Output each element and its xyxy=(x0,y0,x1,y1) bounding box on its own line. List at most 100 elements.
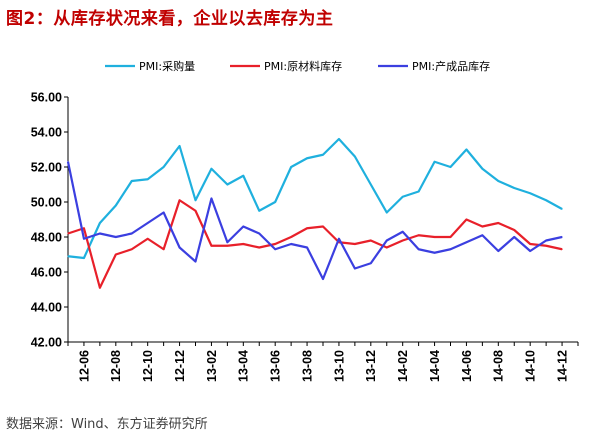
y-tick-label: 44.00 xyxy=(31,301,62,315)
data-point xyxy=(561,208,563,210)
data-point xyxy=(83,238,85,240)
data-point xyxy=(242,243,244,245)
y-tick-label: 52.00 xyxy=(31,161,62,175)
data-point xyxy=(481,168,483,170)
data-point xyxy=(322,154,324,156)
data-point xyxy=(513,187,515,189)
data-point xyxy=(274,248,276,250)
data-point xyxy=(354,267,356,270)
y-tick-label: 48.00 xyxy=(31,231,62,245)
x-tick-label: 14-02 xyxy=(396,350,410,382)
data-point xyxy=(386,239,388,242)
series-3 xyxy=(66,161,563,281)
x-tick-label: 14-12 xyxy=(555,350,569,382)
data-point xyxy=(67,255,69,257)
data-point xyxy=(274,243,276,245)
data-point xyxy=(274,201,276,203)
data-point xyxy=(529,192,531,194)
x-tick-label: 13-04 xyxy=(237,350,251,382)
y-tick-label: 54.00 xyxy=(31,126,62,140)
series-line xyxy=(66,161,563,281)
data-point xyxy=(497,180,499,182)
data-point xyxy=(147,238,149,240)
data-point xyxy=(449,166,452,168)
y-tick-label: 50.00 xyxy=(31,196,62,210)
data-point xyxy=(433,252,436,254)
x-tick-label: 13-06 xyxy=(269,350,283,382)
data-point xyxy=(258,246,260,249)
data-point xyxy=(370,183,372,186)
data-point xyxy=(322,278,324,280)
data-point xyxy=(561,248,563,250)
data-point xyxy=(418,234,420,236)
data-point xyxy=(513,236,515,238)
data-point xyxy=(147,178,149,180)
x-tick-label: 13-12 xyxy=(364,350,378,382)
legend-item: PMI:产成品库存 xyxy=(378,59,490,73)
data-point xyxy=(131,232,133,235)
data-point xyxy=(163,166,165,168)
x-tick-label: 13-08 xyxy=(300,350,314,382)
chart-legend: PMI:采购量 PMI:原材料库存 PMI:产成品库存 xyxy=(105,59,490,73)
data-point xyxy=(147,222,149,224)
data-point xyxy=(306,227,308,229)
data-point xyxy=(194,210,197,212)
data-point xyxy=(386,246,388,249)
data-point xyxy=(513,229,515,231)
data-point xyxy=(370,262,372,264)
data-point xyxy=(290,243,292,245)
data-point xyxy=(354,243,356,245)
x-tick-label: 12-10 xyxy=(141,350,155,382)
data-point xyxy=(194,199,197,201)
data-point xyxy=(402,196,404,198)
y-tick-label: 42.00 xyxy=(31,336,62,350)
data-point xyxy=(99,232,101,235)
data-point xyxy=(338,138,340,140)
data-point xyxy=(210,197,213,200)
data-point xyxy=(131,180,133,182)
data-point xyxy=(465,148,468,151)
data-point xyxy=(465,241,468,243)
legend-label: PMI:原材料库存 xyxy=(264,59,342,73)
data-point xyxy=(83,227,85,229)
y-tick-label: 56.00 xyxy=(31,91,62,105)
data-point xyxy=(338,238,340,240)
data-point xyxy=(497,222,499,224)
data-point xyxy=(131,248,133,250)
data-point xyxy=(210,168,213,170)
data-point xyxy=(561,236,563,238)
data-point xyxy=(226,245,228,247)
data-point xyxy=(354,155,356,158)
data-point xyxy=(178,246,181,249)
data-point xyxy=(529,243,531,245)
data-point xyxy=(258,232,260,235)
data-point xyxy=(290,236,292,238)
source-note: 数据来源：Wind、东方证券研究所 xyxy=(6,417,208,432)
series-line xyxy=(67,137,563,260)
x-tick-label: 13-02 xyxy=(205,350,219,382)
data-point xyxy=(210,245,213,247)
data-point xyxy=(115,253,117,256)
data-point xyxy=(481,225,483,228)
x-axis: 12-06 12-08 12-10 12-12 13-02 13-04 13-06 13-08… xyxy=(67,341,579,382)
data-point xyxy=(242,175,244,177)
legend-item: PMI:采购量 xyxy=(105,59,195,73)
data-point xyxy=(178,199,181,201)
data-point xyxy=(322,225,324,228)
x-tick-label: 12-12 xyxy=(173,350,187,382)
x-tick-label: 12-06 xyxy=(77,350,91,382)
data-point xyxy=(545,199,547,201)
data-point xyxy=(306,157,308,159)
data-point xyxy=(402,239,404,242)
data-point xyxy=(99,222,101,224)
x-tick-label: 14-10 xyxy=(524,350,538,382)
data-point xyxy=(163,211,165,214)
data-point xyxy=(67,161,69,163)
data-point xyxy=(449,236,452,238)
legend-label: PMI:采购量 xyxy=(139,59,195,73)
data-point xyxy=(99,287,101,289)
data-point xyxy=(545,245,547,247)
series-line xyxy=(67,199,563,289)
x-tick-label: 13-10 xyxy=(332,350,346,382)
data-point xyxy=(306,246,308,249)
